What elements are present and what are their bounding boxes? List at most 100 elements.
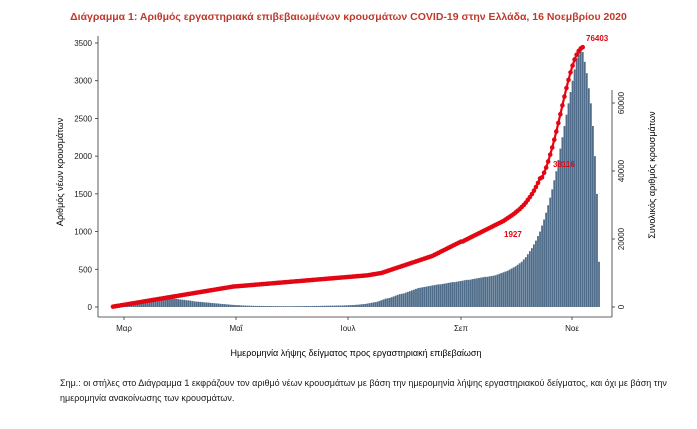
bar — [577, 50, 580, 307]
bar — [374, 302, 377, 307]
cumulative-point — [570, 63, 575, 68]
bar — [482, 277, 485, 307]
bar — [215, 303, 218, 307]
annotations: 1927 38116 76403 — [504, 34, 609, 239]
bar — [148, 301, 151, 307]
bar — [356, 304, 358, 307]
bar — [193, 301, 196, 307]
bar — [372, 302, 375, 307]
bar — [561, 137, 564, 307]
bar — [315, 305, 318, 307]
bar — [524, 257, 527, 307]
bar — [272, 306, 275, 307]
data-annotation: 38116 — [553, 160, 575, 169]
y2-tick-label: 20000 — [617, 227, 626, 250]
cumulative-point — [539, 175, 545, 180]
bar — [449, 282, 452, 307]
bar — [258, 305, 261, 307]
bar — [230, 304, 232, 307]
bar — [518, 263, 521, 307]
bar — [329, 305, 332, 307]
x-tick-label: Ιουλ — [340, 324, 355, 333]
bar — [177, 299, 179, 307]
bar — [437, 284, 440, 307]
bar — [169, 298, 171, 307]
bar — [596, 193, 598, 307]
bar — [225, 304, 228, 307]
bar — [144, 302, 147, 307]
bar — [132, 305, 135, 307]
cumulative-point — [545, 159, 551, 164]
bar — [217, 303, 220, 307]
cumulative-point — [531, 188, 537, 194]
y2-tick-label: 40000 — [617, 159, 626, 182]
bar — [223, 304, 226, 307]
bar-series — [112, 46, 600, 308]
bar — [303, 306, 306, 307]
bar — [453, 282, 456, 307]
y2-axis-label: Συνολικός αριθμός κρουσμάτων — [647, 111, 657, 239]
bar — [307, 306, 310, 307]
bar — [496, 274, 499, 307]
bar — [323, 305, 326, 307]
y-tick-label: 1500 — [74, 190, 92, 199]
bar — [512, 267, 515, 307]
bar — [278, 306, 281, 307]
bar — [539, 231, 541, 307]
bar — [313, 305, 316, 307]
bar — [394, 295, 397, 307]
cumulative-point — [568, 70, 573, 75]
bar — [238, 305, 240, 307]
bar — [376, 301, 379, 307]
bar — [404, 292, 407, 307]
bar — [504, 271, 507, 307]
bar — [522, 259, 525, 307]
bar — [549, 197, 552, 307]
y-tick-label: 3000 — [74, 77, 92, 86]
bar — [246, 305, 249, 307]
y-tick-label: 500 — [79, 265, 93, 274]
cumulative-point — [580, 44, 586, 50]
bar — [425, 286, 428, 307]
bar — [130, 305, 133, 307]
bar — [368, 303, 371, 307]
bar — [547, 205, 550, 307]
cumulative-point — [547, 152, 553, 157]
bar — [502, 272, 505, 307]
cumulative-point — [566, 77, 571, 83]
bar — [341, 305, 344, 307]
bar — [142, 303, 145, 307]
bar — [209, 302, 212, 307]
bar — [370, 302, 373, 307]
bar — [185, 300, 188, 307]
x-tick-label: Μαρ — [116, 324, 132, 333]
bar — [415, 288, 417, 307]
cumulative-point — [554, 129, 559, 134]
bar — [443, 283, 446, 307]
bar — [252, 305, 255, 307]
bar — [423, 287, 426, 307]
cumulative-point — [558, 111, 563, 117]
bar — [240, 305, 243, 307]
x-tick-label: Μαΐ — [229, 324, 243, 333]
bar — [494, 275, 497, 307]
bar — [248, 305, 251, 307]
bar — [451, 282, 454, 307]
bar — [406, 291, 409, 307]
bar — [286, 306, 289, 307]
bar — [154, 300, 157, 307]
bar — [250, 305, 253, 307]
bar — [352, 305, 354, 307]
cumulative-point — [529, 191, 535, 197]
bar — [565, 114, 568, 307]
bar — [417, 288, 419, 307]
bar — [201, 302, 204, 307]
y2-tick-label: 0 — [617, 304, 626, 309]
bar — [589, 103, 592, 307]
bar — [358, 304, 360, 307]
bar — [289, 306, 291, 307]
bar — [573, 69, 576, 308]
cumulative-point — [541, 170, 547, 175]
bar — [583, 61, 586, 307]
data-annotation: 1927 — [504, 230, 522, 239]
